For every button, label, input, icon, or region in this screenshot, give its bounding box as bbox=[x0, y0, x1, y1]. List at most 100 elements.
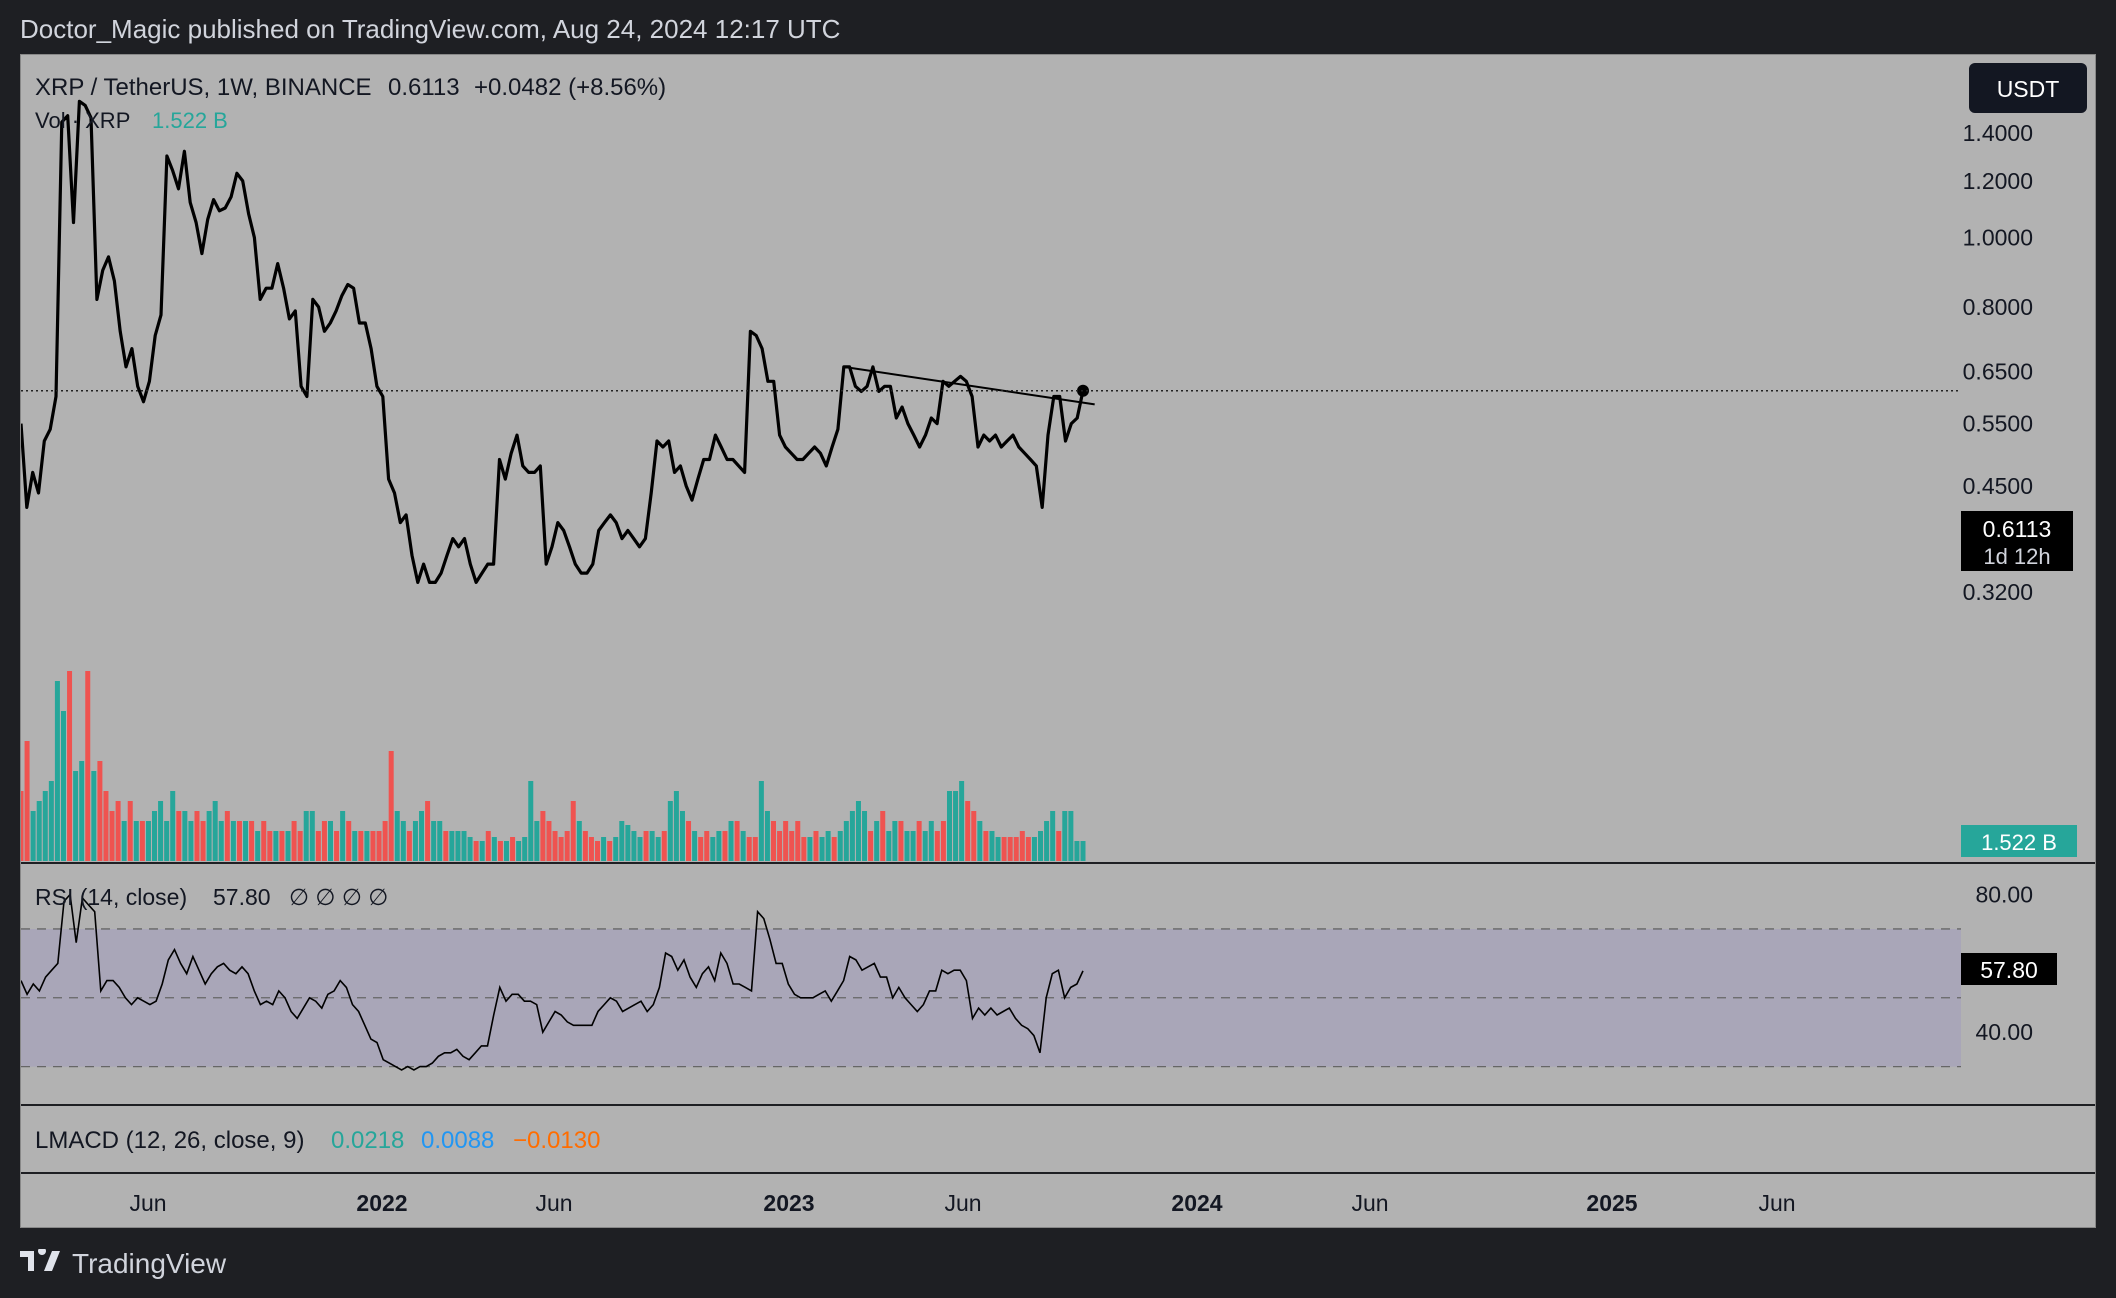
volume-bar bbox=[698, 837, 704, 861]
volume-value: 1.522 B bbox=[152, 108, 228, 133]
volume-bar bbox=[18, 791, 24, 861]
price-tick-label: 1.2000 bbox=[1963, 168, 2033, 194]
time-tick-label: 2023 bbox=[763, 1190, 814, 1216]
volume-bar bbox=[704, 831, 710, 861]
publisher-line: Doctor_Magic published on TradingView.co… bbox=[20, 14, 841, 44]
volume-bar bbox=[358, 831, 364, 861]
volume-bar bbox=[595, 841, 601, 861]
volume-bar bbox=[728, 821, 734, 861]
rsi-extra: ∅ ∅ ∅ ∅ bbox=[289, 884, 388, 910]
price-tick-label: 1.0000 bbox=[1963, 225, 2033, 251]
volume-bar bbox=[212, 801, 218, 861]
symbol-label: XRP / TetherUS, 1W, BINANCE bbox=[35, 74, 372, 101]
currency-button[interactable]: USDT bbox=[1969, 63, 2087, 113]
rsi-tick-label: 80.00 bbox=[1975, 882, 2033, 908]
volume-bar bbox=[431, 821, 437, 861]
volume-bar bbox=[910, 831, 916, 861]
trendline bbox=[843, 365, 1095, 406]
tradingview-logo-icon[interactable] bbox=[20, 1247, 62, 1280]
volume-bar bbox=[224, 811, 230, 861]
volume-bar bbox=[370, 831, 376, 861]
currency-button-label[interactable]: USDT bbox=[1997, 76, 2060, 102]
volume-bar bbox=[279, 831, 285, 861]
volume-bar bbox=[789, 831, 795, 861]
volume-bar bbox=[582, 831, 588, 861]
volume-bar bbox=[916, 821, 922, 861]
time-axis[interactable]: Jun 2022 Jun 2023 Jun 2024 Jun 2025 Jun bbox=[129, 1190, 1795, 1216]
volume-bar bbox=[334, 831, 340, 861]
volume-bar bbox=[388, 751, 394, 861]
volume-bar bbox=[813, 831, 819, 861]
volume-label: Vol · XRP bbox=[35, 108, 130, 133]
price-pane[interactable] bbox=[21, 55, 2095, 863]
rsi-label: RSI (14, close) bbox=[35, 884, 187, 910]
footer[interactable]: TradingView bbox=[20, 1247, 227, 1280]
volume-bar bbox=[103, 791, 109, 861]
price-tick-label: 0.8000 bbox=[1963, 294, 2033, 320]
footer-brand[interactable]: TradingView bbox=[72, 1248, 227, 1279]
volume-bar bbox=[777, 831, 783, 861]
volume-bar bbox=[613, 837, 619, 861]
volume-bar bbox=[977, 821, 983, 861]
volume-bar bbox=[886, 831, 892, 861]
rsi-tick-label: 40.00 bbox=[1975, 1019, 2033, 1045]
volume-bar bbox=[121, 821, 127, 861]
volume-bar bbox=[1068, 811, 1074, 861]
price-change: +0.0482 (+8.56%) bbox=[474, 74, 666, 101]
volume-bar bbox=[236, 821, 242, 861]
volume-bar bbox=[880, 811, 886, 861]
volume-bar bbox=[843, 821, 849, 861]
volume-bar bbox=[922, 831, 928, 861]
lmacd-pane[interactable]: LMACD (12, 26, close, 9) 0.0218 0.0088 −… bbox=[35, 1127, 600, 1154]
volume-bar bbox=[716, 831, 722, 861]
volume-tag: 1.522 B bbox=[1961, 825, 2077, 857]
volume-bar bbox=[297, 831, 303, 861]
volume-bar bbox=[783, 821, 789, 861]
volume-bar bbox=[855, 801, 861, 861]
time-tick-label: 2024 bbox=[1171, 1190, 1222, 1216]
volume-bar bbox=[455, 831, 461, 861]
volume-bar bbox=[97, 761, 103, 861]
volume-bar bbox=[607, 841, 613, 861]
volume-bar bbox=[752, 837, 758, 861]
volume-bar bbox=[340, 811, 346, 861]
time-tick-label: Jun bbox=[535, 1190, 572, 1216]
volume-bar bbox=[419, 811, 425, 861]
volume-bar bbox=[188, 821, 194, 861]
volume-bar bbox=[327, 821, 333, 861]
last-price: 0.6113 bbox=[388, 74, 460, 101]
chart-frame[interactable]: 0.32000.37000.45000.55000.65000.80001.00… bbox=[18, 54, 2096, 1228]
volume-bar bbox=[54, 681, 60, 861]
volume-bar bbox=[667, 801, 673, 861]
volume-bar bbox=[85, 671, 91, 861]
price-tick-label: 1.4000 bbox=[1963, 120, 2033, 146]
volume-bar bbox=[928, 821, 934, 861]
volume-bar bbox=[849, 811, 855, 861]
volume-bar bbox=[164, 821, 170, 861]
volume-bar bbox=[1080, 841, 1086, 861]
volume-bar bbox=[1074, 841, 1080, 861]
volume-bar bbox=[540, 811, 546, 861]
volume-bar bbox=[904, 831, 910, 861]
chart-svg[interactable]: 0.32000.37000.45000.55000.65000.80001.00… bbox=[18, 55, 2095, 1227]
volume-bar bbox=[30, 811, 36, 861]
volume-bar bbox=[546, 821, 552, 861]
volume-bar bbox=[364, 831, 370, 861]
volume-bar bbox=[1044, 821, 1050, 861]
volume-bar bbox=[400, 821, 406, 861]
rsi-pane[interactable]: 40.00 80.00 bbox=[20, 882, 2033, 1071]
volume-bar bbox=[406, 831, 412, 861]
volume-bar bbox=[740, 831, 746, 861]
volume-bar bbox=[679, 811, 685, 861]
volume-bar bbox=[425, 801, 431, 861]
volume-bar bbox=[746, 837, 752, 861]
volume-bar bbox=[261, 821, 267, 861]
volume-bar bbox=[152, 811, 158, 861]
time-tick-label: 2022 bbox=[356, 1190, 407, 1216]
volume-bar bbox=[959, 781, 965, 861]
volume-bar bbox=[722, 831, 728, 861]
volume-bar bbox=[801, 837, 807, 861]
volume-bar bbox=[552, 831, 558, 861]
price-line bbox=[19, 99, 1085, 585]
volume-bar bbox=[522, 837, 528, 861]
